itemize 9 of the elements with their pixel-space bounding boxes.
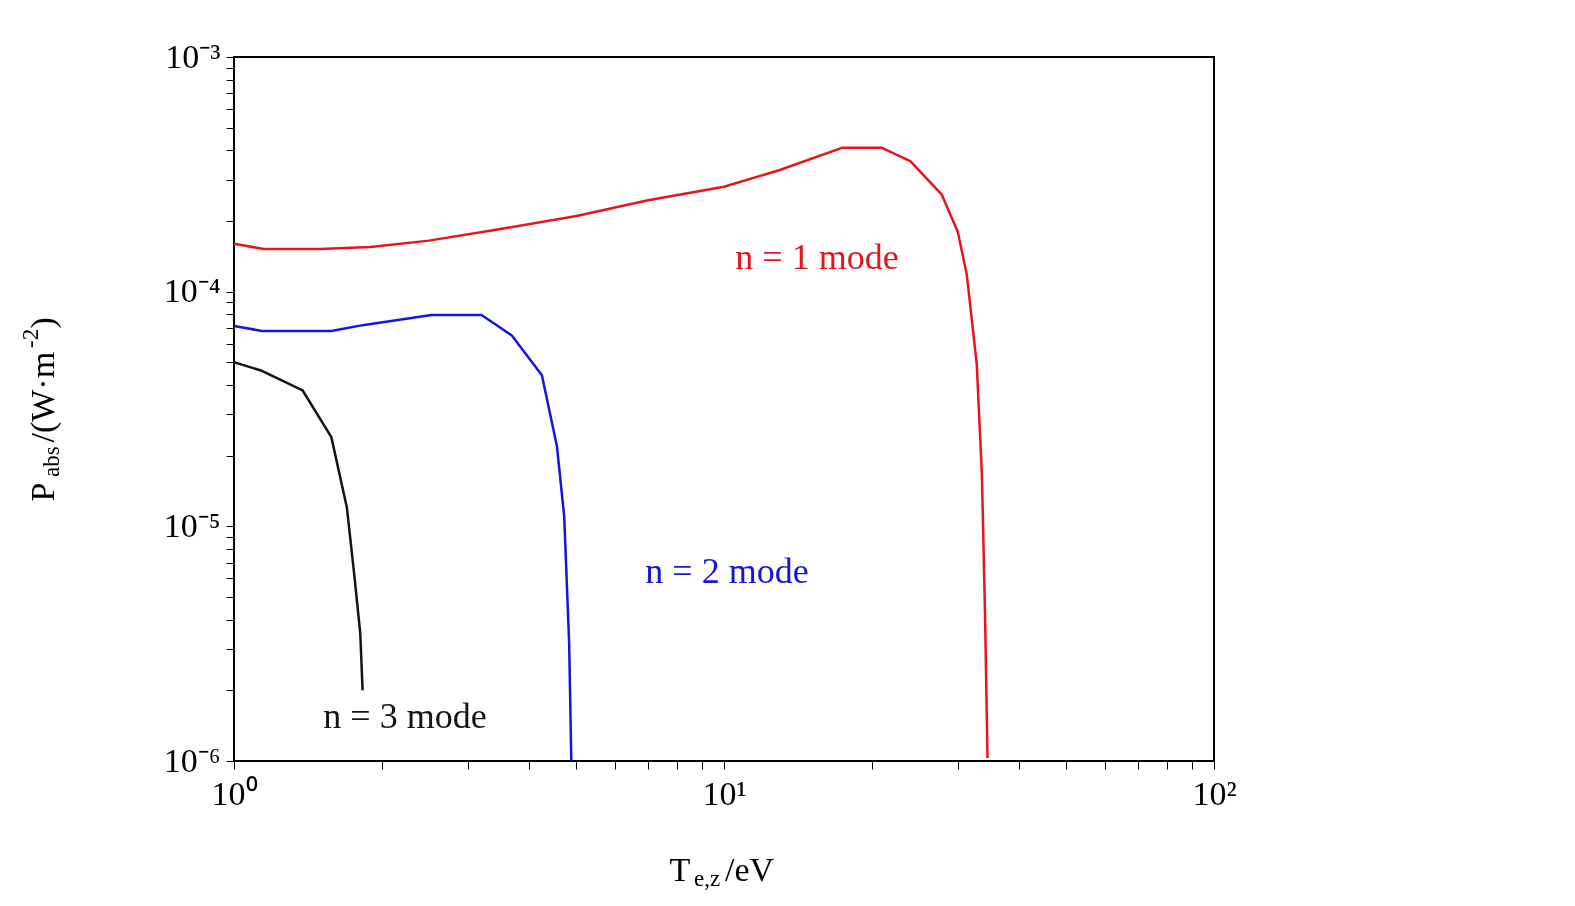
annotation: n = 3 mode [323,696,487,736]
annotation: n = 2 mode [645,551,809,591]
y-tick-label: 10⁻⁴ [163,272,221,310]
y-axis-title: Pabs/(W·m-2) [18,317,64,502]
x-tick-label: 10¹ [702,774,747,812]
y-tick-label: 10⁻³ [165,37,221,75]
annotation: n = 1 mode [735,237,899,277]
x-tick-label: 10² [1192,774,1237,812]
y-tick-label: 10⁻⁵ [163,506,221,544]
